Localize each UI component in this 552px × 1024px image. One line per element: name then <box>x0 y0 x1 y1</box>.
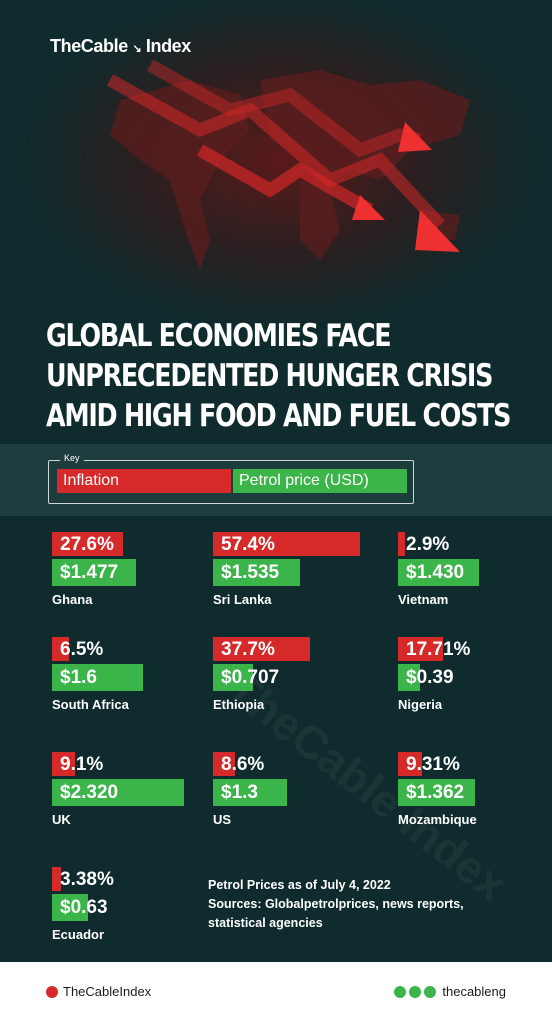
brand-name: TheCable <box>50 36 128 56</box>
notes-sources-cont: statistical agencies <box>208 916 323 930</box>
title-line-1: GLOBAL ECONOMIES FACE <box>46 318 392 354</box>
country-south-africa: 6.5% $1.6 South Africa <box>52 637 212 727</box>
brand-logo: TheCable ↘ Index <box>50 36 191 56</box>
petrol-value: $1.362 <box>406 782 465 803</box>
country-name: UK <box>52 812 71 827</box>
country-ghana: 27.6% $1.477 Ghana <box>52 532 212 622</box>
footer-right-handle: thecableng <box>442 984 506 999</box>
legend-box <box>48 460 414 504</box>
petrol-value: $0.707 <box>221 667 280 688</box>
petrol-value: $1.3 <box>221 782 258 803</box>
country-us: 8.6% $1.3 US <box>213 752 373 842</box>
inflation-value: 8.6% <box>221 754 265 775</box>
petrol-bar <box>213 664 254 691</box>
inflation-bar <box>52 752 76 776</box>
footer: TheCableIndex thecableng <box>0 962 552 1024</box>
legend-inflation: Inflation <box>57 469 231 493</box>
petrol-value: $2.320 <box>60 782 119 803</box>
inflation-bar <box>52 867 61 891</box>
petrol-value: $1.430 <box>406 562 465 583</box>
petrol-value: $1.6 <box>60 667 97 688</box>
inflation-bar <box>213 637 310 661</box>
legend-title: Key <box>60 453 84 463</box>
petrol-bar <box>52 894 88 921</box>
hero-arrows-graphic <box>106 59 470 270</box>
country-sri-lanka: 57.4% $1.535 Sri Lanka <box>213 532 373 622</box>
country-name: Ecuador <box>52 927 105 942</box>
petrol-value: $1.535 <box>221 562 280 583</box>
inflation-value: 2.9% <box>406 534 450 555</box>
country-name: Sri Lanka <box>213 592 272 607</box>
facebook-icon[interactable] <box>424 985 437 998</box>
arrow-heads <box>352 122 460 252</box>
inflation-bar <box>52 637 69 661</box>
footer-left-handle: TheCableIndex <box>63 984 152 999</box>
petrol-bar <box>52 664 144 691</box>
petrol-bar <box>398 779 476 806</box>
petrol-bar <box>213 559 301 586</box>
notes-sources: Sources: Globalpetrolprices, news report… <box>208 897 464 911</box>
country-name: Ghana <box>52 592 93 607</box>
world-map-silhouette <box>110 70 470 270</box>
inflation-bar <box>398 637 444 661</box>
petrol-value: $1.477 <box>60 562 119 583</box>
title-line-2: UNPRECEDENTED HUNGER CRISIS <box>46 358 493 394</box>
country-nigeria: 17.71% $0.39 Nigeria <box>398 637 552 727</box>
country-name: South Africa <box>52 697 129 712</box>
legend-petrol: Petrol price (USD) <box>233 469 407 493</box>
page-title: GLOBAL ECONOMIES FACE UNPRECEDENTED HUNG… <box>46 316 511 436</box>
brand-badge-icon <box>46 985 58 998</box>
country-vietnam: 2.9% $1.430 Vietnam <box>398 532 552 622</box>
inflation-bar <box>398 752 422 776</box>
petrol-bar <box>213 779 287 806</box>
inflation-value: 57.4% <box>221 534 275 555</box>
inflation-bar <box>213 752 236 776</box>
country-uk: 9.1% $2.320 UK <box>52 752 212 842</box>
country-ecuador: 3.38% $0.63 Ecuador <box>52 867 212 957</box>
country-ethiopia: 37.7% $0.707 Ethiopia <box>213 637 373 727</box>
country-name: Nigeria <box>398 697 443 712</box>
brand-suffix: Index <box>145 36 191 56</box>
country-name: US <box>213 812 232 827</box>
inflation-value: 6.5% <box>60 639 104 660</box>
petrol-value: $0.39 <box>406 667 454 688</box>
inflation-value: 9.31% <box>406 754 460 775</box>
notes-date: Petrol Prices as of July 4, 2022 <box>208 878 391 892</box>
inflation-value: 17.71% <box>406 639 471 660</box>
notes: Petrol Prices as of July 4, 2022 Sources… <box>208 876 518 933</box>
country-name: Ethiopia <box>213 697 265 712</box>
inflation-bar <box>398 532 406 556</box>
inflation-bar <box>213 532 360 556</box>
footer-right[interactable]: thecableng <box>394 984 506 999</box>
petrol-bar <box>52 779 184 806</box>
inflation-value: 3.38% <box>60 869 114 890</box>
twitter-icon[interactable] <box>394 985 407 998</box>
petrol-bar <box>398 664 421 691</box>
petrol-value: $0.63 <box>60 897 108 918</box>
country-mozambique: 9.31% $1.362 Mozambique <box>398 752 552 842</box>
country-name: Vietnam <box>398 592 449 607</box>
country-name: Mozambique <box>398 812 477 827</box>
petrol-bar <box>52 559 137 586</box>
inflation-value: 37.7% <box>221 639 275 660</box>
inflation-bar <box>52 532 123 556</box>
instagram-icon[interactable] <box>409 985 422 998</box>
footer-left[interactable]: TheCableIndex <box>46 984 151 999</box>
petrol-bar <box>398 559 480 586</box>
inflation-value: 27.6% <box>60 534 114 555</box>
title-line-3: AMID HIGH FOOD AND FUEL COSTS <box>46 398 511 434</box>
inflation-value: 9.1% <box>60 754 104 775</box>
